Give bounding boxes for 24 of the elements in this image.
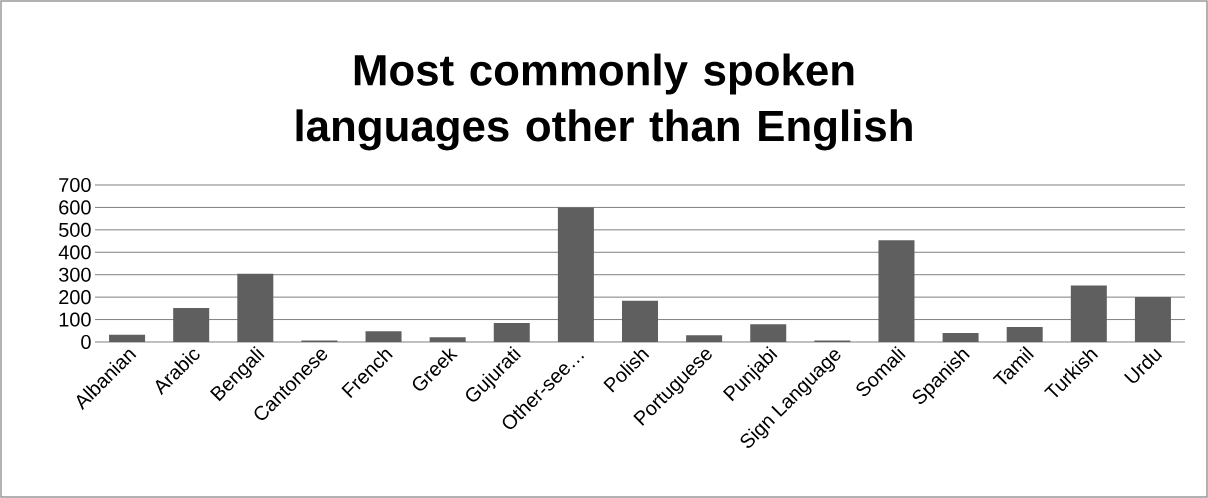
chart-title: Most commonly spoken languages other than English [296,53,912,151]
y-tick-label: 400 [58,245,91,260]
y-tick-label: 500 [59,222,91,237]
bar [942,333,979,342]
y-tick-label: 100 [59,312,91,327]
bar [1006,326,1043,342]
bar [622,300,658,342]
bar [686,335,723,342]
bar [878,240,915,342]
bar [237,273,274,342]
bar [493,322,530,342]
bar [1134,296,1171,342]
bar [173,308,210,342]
bar [1070,285,1107,342]
y-tick-label: 300 [59,267,91,282]
bar [750,324,787,342]
bar [365,331,402,342]
bar [557,207,594,342]
bar [109,334,146,342]
y-tick-label: 200 [59,290,91,305]
bar [429,337,466,342]
y-tick-label: 700 [59,177,91,193]
y-tick-label: 0 [81,334,91,350]
y-tick-label: 600 [59,200,91,215]
